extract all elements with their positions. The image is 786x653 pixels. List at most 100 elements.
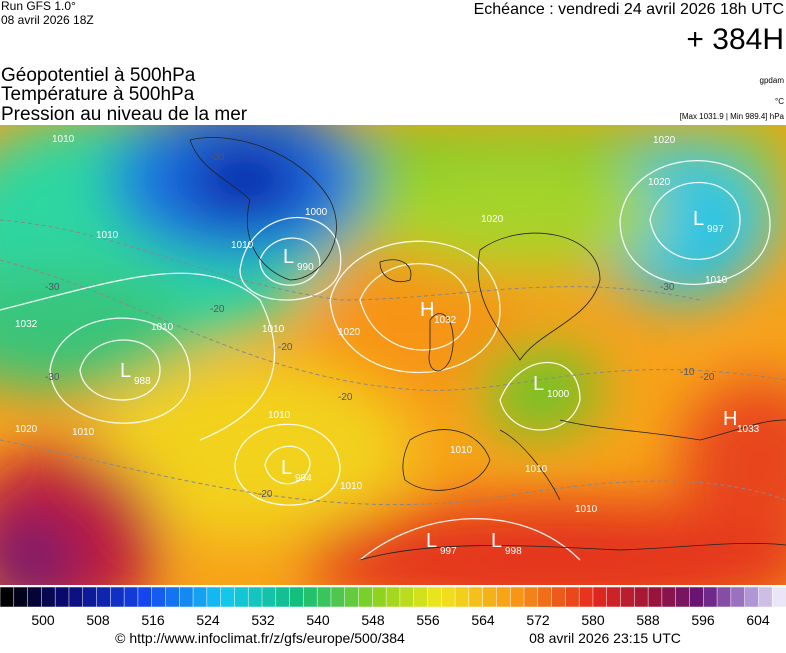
colorbar-swatch <box>123 586 139 608</box>
pressure-system: L 988 <box>120 360 151 387</box>
colorbar-swatch <box>578 586 594 608</box>
isobar-label: 1010 <box>151 322 174 333</box>
system-value: 1000 <box>547 389 570 400</box>
colorbar-swatch <box>482 586 497 608</box>
colorbar-swatch <box>316 586 332 608</box>
system-letter: H <box>420 299 434 321</box>
isobar-label: 1020 <box>653 135 676 146</box>
isotherm-label: -20 <box>210 304 225 315</box>
run-date: 08 avril 2026 18Z <box>1 13 94 27</box>
legend-line: Température à 500hPa <box>1 84 195 105</box>
isobar-label: 1010 <box>72 427 95 438</box>
colorbar-tick-label: 532 <box>251 612 275 628</box>
isobar-label: 1010 <box>231 240 254 251</box>
isotherm-label: -10 <box>680 367 695 378</box>
colorbar-swatch <box>303 586 318 608</box>
colorbar-tick-label: 548 <box>361 612 385 628</box>
run-label: Run GFS 1.0° <box>1 0 76 13</box>
colorbar-swatch <box>137 586 153 608</box>
colorbar-tick-label: 604 <box>746 612 770 628</box>
isotherm-label: -20 <box>700 372 715 383</box>
legend-line: Géopotentiel à 500hPa <box>1 65 196 86</box>
isobar-label: 1020 <box>338 327 361 338</box>
colorbar-swatch <box>68 586 84 608</box>
isobar-label: 1010 <box>525 464 548 475</box>
isotherm-label: -20 <box>258 489 273 500</box>
pressure-system: L 1000 <box>533 373 570 400</box>
isotherm-label: -30 <box>660 282 675 293</box>
colorbar-swatch <box>744 586 759 608</box>
isobar-label: 1010 <box>575 504 598 515</box>
colorbar-swatch <box>247 586 263 608</box>
colorbar-swatch <box>551 586 566 608</box>
colorbar: 500 508 516 524 532 540 548 556 564 572 580 588 596 6… <box>0 586 786 628</box>
system-value: 998 <box>505 546 522 557</box>
system-letter: L <box>281 457 292 479</box>
colorbar-tick-label: 524 <box>196 612 220 628</box>
system-value: 994 <box>295 473 312 484</box>
isobar-label: 1010 <box>340 481 363 492</box>
colorbar-swatch <box>592 586 608 608</box>
isobar-label: 1010 <box>262 324 285 335</box>
colorbar-tick-label: 556 <box>416 612 440 628</box>
isotherm-label: -30 <box>45 372 60 383</box>
colorbar-tick-label: 500 <box>31 612 55 628</box>
legend-line: Pression au niveau de la mer <box>1 104 248 125</box>
colorbar-swatch <box>634 586 649 608</box>
unit-label: gpdam <box>760 76 785 85</box>
colorbar-swatch <box>647 586 663 608</box>
colorbar-swatch <box>206 586 222 608</box>
colorbar-swatch <box>82 586 98 608</box>
system-letter: H <box>723 408 737 430</box>
isotherm-label: -30 <box>210 152 225 163</box>
isobar-label: 1010 <box>705 275 728 286</box>
colorbar-swatch <box>385 586 401 608</box>
colorbar-swatch <box>330 586 346 608</box>
system-value: 997 <box>440 546 457 557</box>
system-letter: L <box>426 530 437 552</box>
colorbar-swatch <box>41 586 56 608</box>
colorbar-swatch <box>220 586 235 608</box>
system-value: 988 <box>134 376 151 387</box>
isobar-label: 1010 <box>52 134 75 145</box>
colorbar-swatch <box>537 586 553 608</box>
isobar-label: 1032 <box>15 319 38 330</box>
colorbar-swatch <box>27 586 42 608</box>
colorbar-swatch <box>151 586 167 608</box>
colorbar-swatch <box>730 586 746 608</box>
system-value: 1032 <box>434 315 457 326</box>
colorbar-swatch <box>441 586 456 608</box>
colorbar-swatch <box>661 586 677 608</box>
colorbar-swatch <box>275 586 291 608</box>
pressure-system: L 990 <box>283 246 314 273</box>
isobar-label: 1020 <box>481 214 504 225</box>
pressure-system: L 994 <box>281 457 312 484</box>
colorbar-swatch <box>179 586 194 608</box>
colorbar-swatch <box>372 586 387 608</box>
source-link[interactable]: © http://www.infoclimat.fr/z/gfs/europe/… <box>115 630 405 646</box>
colorbar-tick-label: 540 <box>306 612 330 628</box>
isobar-label: 1010 <box>268 410 291 421</box>
colorbar-swatch <box>703 586 718 608</box>
colorbar-tick-label: 572 <box>526 612 550 628</box>
pressure-system: L 997 <box>693 208 724 235</box>
colorbar-swatch <box>399 586 415 608</box>
system-value: 997 <box>707 224 724 235</box>
system-letter: L <box>693 208 704 230</box>
colorbar-tick-label: 564 <box>471 612 495 628</box>
system-letter: L <box>491 530 502 552</box>
colorbar-swatch <box>496 586 511 608</box>
isotherms <box>0 219 786 506</box>
unit-label: [Max 1031.9 | Min 989.4] hPa <box>680 112 785 121</box>
forecast-time: Echéance : vendredi 24 avril 2026 18h UT… <box>474 1 784 18</box>
colorbar-tick-label: 588 <box>636 612 660 628</box>
forecast-horizon: + 384H <box>686 23 784 56</box>
system-letter: L <box>533 373 544 395</box>
colorbar-swatch <box>234 586 249 608</box>
colorbar-swatch <box>289 586 304 608</box>
colorbar-swatch <box>344 586 360 608</box>
isobar-label: 1010 <box>96 230 119 241</box>
colorbar-swatch <box>509 586 525 608</box>
system-letter: L <box>283 246 294 268</box>
